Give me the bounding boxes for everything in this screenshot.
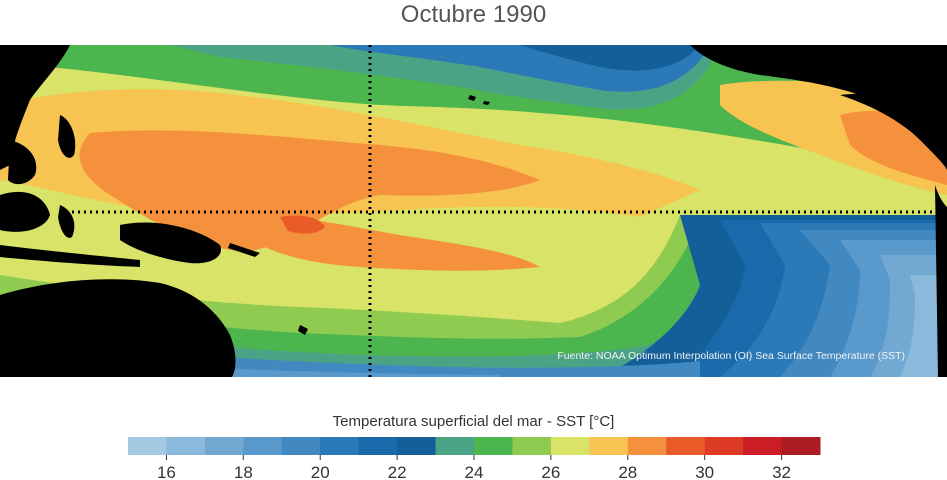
colorbar-tick-label: 20 <box>311 463 330 480</box>
colorbar-bin <box>627 437 667 455</box>
land-solomons <box>228 243 260 257</box>
colorbar-bin <box>204 437 244 455</box>
colorbar-bin <box>166 437 206 455</box>
sst-band-north-green <box>0 45 947 195</box>
map-title: Octubre 1990 <box>400 1 547 28</box>
colorbar-tick-label: 18 <box>234 463 253 480</box>
colorbar-bin <box>743 437 783 455</box>
colorbar: 16 18 20 22 24 26 28 30 32 <box>128 437 821 480</box>
colorbar-bin <box>666 437 706 455</box>
colorbar-tick-label: 22 <box>388 463 407 480</box>
land-new-zealand <box>298 325 308 335</box>
colorbar-tick-label: 30 <box>695 463 714 480</box>
sst-band-north-dark <box>520 45 700 71</box>
colorbar-bin <box>512 437 552 455</box>
land-asia <box>0 45 70 170</box>
sst-map <box>0 45 947 377</box>
colorbar-bin <box>397 437 437 455</box>
sst-warm-pool-orange <box>79 130 540 252</box>
colorbar-bin <box>128 437 167 455</box>
colorbar-tick-label: 28 <box>618 463 637 480</box>
colorbar-title: Temperatura superficial del mar - SST [°… <box>332 413 615 430</box>
colorbar-tick-label: 24 <box>465 463 484 480</box>
colorbar-bin <box>550 437 590 455</box>
land-philippines <box>58 115 76 158</box>
colorbar-bin <box>281 437 321 455</box>
colorbar-bin <box>589 437 629 455</box>
sst-east-palest <box>900 275 947 377</box>
land-asia-peninsula <box>8 140 37 185</box>
sst-hot-core <box>280 215 325 234</box>
colorbar-bin <box>243 437 283 455</box>
colorbar-bin <box>474 437 513 455</box>
land-borneo <box>0 191 50 232</box>
colorbar-bin <box>320 437 360 455</box>
colorbar-tick-label: 16 <box>157 463 176 480</box>
colorbar-bin <box>358 437 398 455</box>
colorbar-bin <box>781 437 821 455</box>
land <box>0 45 947 377</box>
colorbar-bin <box>435 437 475 455</box>
land-new-guinea <box>120 222 221 264</box>
colorbar-bin <box>704 437 744 455</box>
land-sulawesi <box>58 205 75 238</box>
colorbar-tick-label: 32 <box>772 463 791 480</box>
land-south-america <box>935 185 947 377</box>
land-australia <box>0 279 236 377</box>
land-hawaii <box>468 95 490 105</box>
source-caption: Fuente: NOAA Optimum Interpolation (OI) … <box>557 350 905 362</box>
land-indonesia-chain <box>0 245 140 267</box>
colorbar-tick-label: 26 <box>541 463 560 480</box>
land-mexico <box>840 93 947 170</box>
